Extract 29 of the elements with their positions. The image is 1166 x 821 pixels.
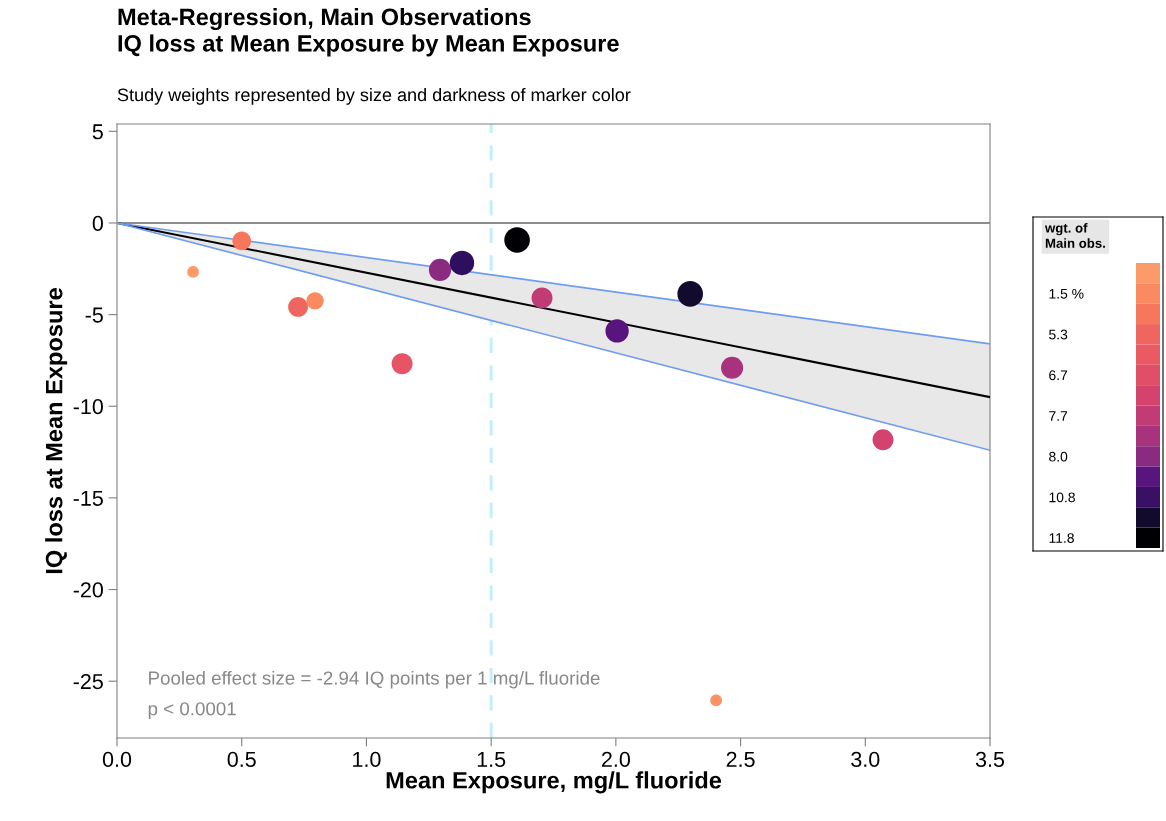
x-tick-label: 3.5 (975, 751, 1005, 768)
x-tick-label: 3.0 (851, 751, 880, 768)
x-tick-label: 0.0 (102, 751, 132, 768)
annotation: Pooled effect size = -2.94 IQ points per 1 mg/L fluoride (149, 670, 600, 689)
text: wgt. of Main obs. (1044, 223, 1105, 248)
x-axis-title: Mean Exposure, mg/L fluoride (386, 771, 722, 794)
annotation: p < 0.0001 (148, 702, 236, 720)
x-tick-label: 2.0 (601, 751, 630, 768)
chart-title: Meta-Regression, Main Observations IQ loss at Mean Exposure by Mean Exposure (118, 8, 619, 57)
y-tick-label: -5 (85, 307, 103, 323)
x-tick-label: 1.5 (477, 751, 506, 768)
x-tick-label: 0.5 (227, 751, 256, 768)
category-label: 10.8 (1049, 492, 1075, 503)
x-tick-label: 1.0 (353, 751, 381, 768)
y-tick-label: 0 (92, 215, 103, 231)
y-tick-label: -15 (73, 490, 103, 506)
x-tick-label: 2.5 (726, 751, 755, 768)
category-label: 8.0 (1049, 451, 1068, 462)
category-label: 6.7 (1049, 370, 1068, 381)
category-label: 5.3 (1049, 329, 1068, 340)
y-tick-label: -25 (73, 673, 103, 690)
category-label: 1.5 % (1049, 288, 1084, 299)
y-tick-label: -10 (73, 399, 103, 415)
chart-subtitle: Study weights represented by size and darkness of marker color (117, 88, 631, 105)
y-axis-title: IQ loss at Mean Exposure (45, 288, 68, 574)
y-tick-label: -20 (73, 582, 103, 598)
category-label: 11.8 (1049, 533, 1074, 543)
category-label: 7.7 (1049, 411, 1068, 421)
y-tick-label: 5 (92, 124, 103, 140)
